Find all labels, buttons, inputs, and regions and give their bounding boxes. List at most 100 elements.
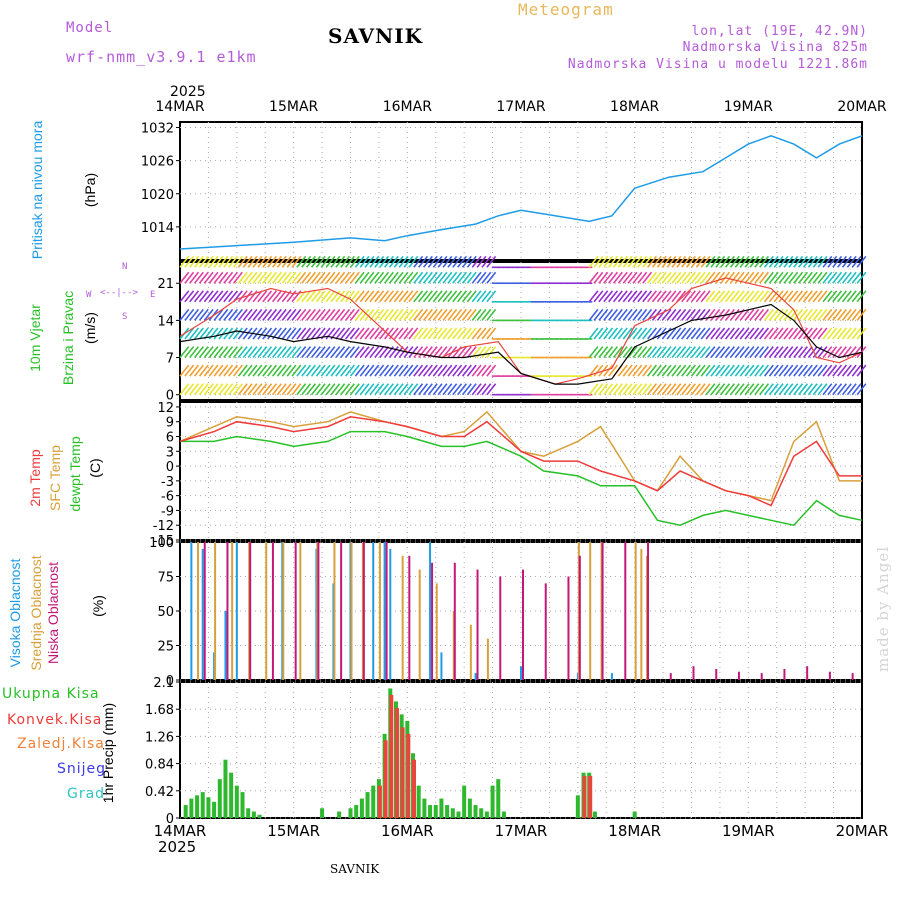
wind-barb <box>354 271 365 284</box>
precip-bar <box>365 792 370 818</box>
wind-barb <box>271 364 282 377</box>
wind-barb <box>598 383 609 396</box>
wind-barb <box>369 290 380 303</box>
wind-barb <box>744 255 755 268</box>
wind-barb <box>408 383 419 396</box>
wind-barb <box>798 364 809 377</box>
wind-barb <box>588 308 599 321</box>
wind-barb <box>383 327 394 340</box>
wind-barb <box>637 290 648 303</box>
wind-barb <box>598 308 609 321</box>
y-tick-label: 0 <box>166 460 174 475</box>
wind-barb <box>291 271 302 284</box>
wind-barb <box>612 346 623 359</box>
year-top: 2025 <box>170 84 206 100</box>
wind-barb <box>276 308 287 321</box>
wind-barb <box>481 383 492 396</box>
wind-barb <box>213 346 224 359</box>
wind-barb <box>242 255 253 268</box>
wind-barb <box>632 346 643 359</box>
wind-barb <box>773 255 784 268</box>
wind-barb <box>754 308 765 321</box>
product-title: Meteogram <box>518 0 614 19</box>
wind-barb <box>281 346 292 359</box>
wind-barb <box>349 346 360 359</box>
precip-bar <box>473 805 478 818</box>
wind-barb <box>822 383 833 396</box>
wind-barb <box>218 308 229 321</box>
station-title: SAVNIK <box>328 24 424 48</box>
wind-barb <box>398 364 409 377</box>
wind-barb <box>457 290 468 303</box>
wind-barb <box>413 271 424 284</box>
wind-barb <box>271 308 282 321</box>
wind-barb <box>817 383 828 396</box>
wind-barb <box>759 290 770 303</box>
precip-bar <box>467 798 472 818</box>
wind-barb <box>359 364 370 377</box>
wind-barb <box>724 327 735 340</box>
wind-barb <box>457 364 468 377</box>
wind-barb <box>379 308 390 321</box>
wind-barb <box>340 308 351 321</box>
wind-barb <box>476 383 487 396</box>
wind-barb <box>617 383 628 396</box>
wind-barb <box>437 346 448 359</box>
wind-barb <box>632 290 643 303</box>
wind-barb <box>710 383 721 396</box>
wind-barb <box>418 290 429 303</box>
wind-barb <box>763 346 774 359</box>
precip-bar <box>246 808 251 818</box>
wind-barb <box>203 271 214 284</box>
wind-barb <box>603 271 614 284</box>
wind-barb <box>681 346 692 359</box>
wind-barb <box>388 346 399 359</box>
wind-barb <box>588 383 599 396</box>
wind-barb <box>676 364 687 377</box>
y-tick-label: 9 <box>166 416 174 431</box>
wind-barb <box>734 383 745 396</box>
wind-barb <box>778 364 789 377</box>
y-tick-label: 1.26 <box>145 730 174 745</box>
wind-barb <box>218 327 229 340</box>
wind-barb <box>388 364 399 377</box>
wind-barb <box>184 255 195 268</box>
wind-barb <box>281 308 292 321</box>
wind-barb <box>354 290 365 303</box>
wind-barb <box>466 308 477 321</box>
wind-barb <box>422 327 433 340</box>
wind-barb <box>364 308 375 321</box>
wind-barb <box>729 383 740 396</box>
wind-barb <box>598 327 609 340</box>
wind-barb <box>301 271 312 284</box>
wind-barb <box>778 308 789 321</box>
wind-barb <box>846 290 857 303</box>
wind-barb <box>232 364 243 377</box>
wind-barb <box>427 271 438 284</box>
wind-barb <box>827 346 838 359</box>
wind-barb <box>603 327 614 340</box>
wind-barb <box>837 271 847 284</box>
wind-barb <box>432 255 443 268</box>
wind-barb <box>783 346 794 359</box>
wind-barb <box>408 346 419 359</box>
wind-barb <box>218 255 229 268</box>
wind-barb <box>242 327 253 340</box>
wind-barb <box>393 255 404 268</box>
wind-barb <box>749 383 760 396</box>
wind-barb <box>247 290 258 303</box>
wind-barb <box>778 255 789 268</box>
wind-barb <box>471 308 482 321</box>
wind-barb <box>768 271 779 284</box>
wind-barb <box>812 308 823 321</box>
wind-barb <box>262 290 273 303</box>
wind-barb <box>418 346 429 359</box>
wind-barb <box>281 255 292 268</box>
wind-barb <box>437 255 448 268</box>
wind-barb <box>306 327 316 340</box>
wind-barb <box>315 290 326 303</box>
wind-barb <box>291 327 302 340</box>
wind-barb <box>374 364 385 377</box>
wind-barb <box>301 383 312 396</box>
wind-barb <box>345 271 355 284</box>
